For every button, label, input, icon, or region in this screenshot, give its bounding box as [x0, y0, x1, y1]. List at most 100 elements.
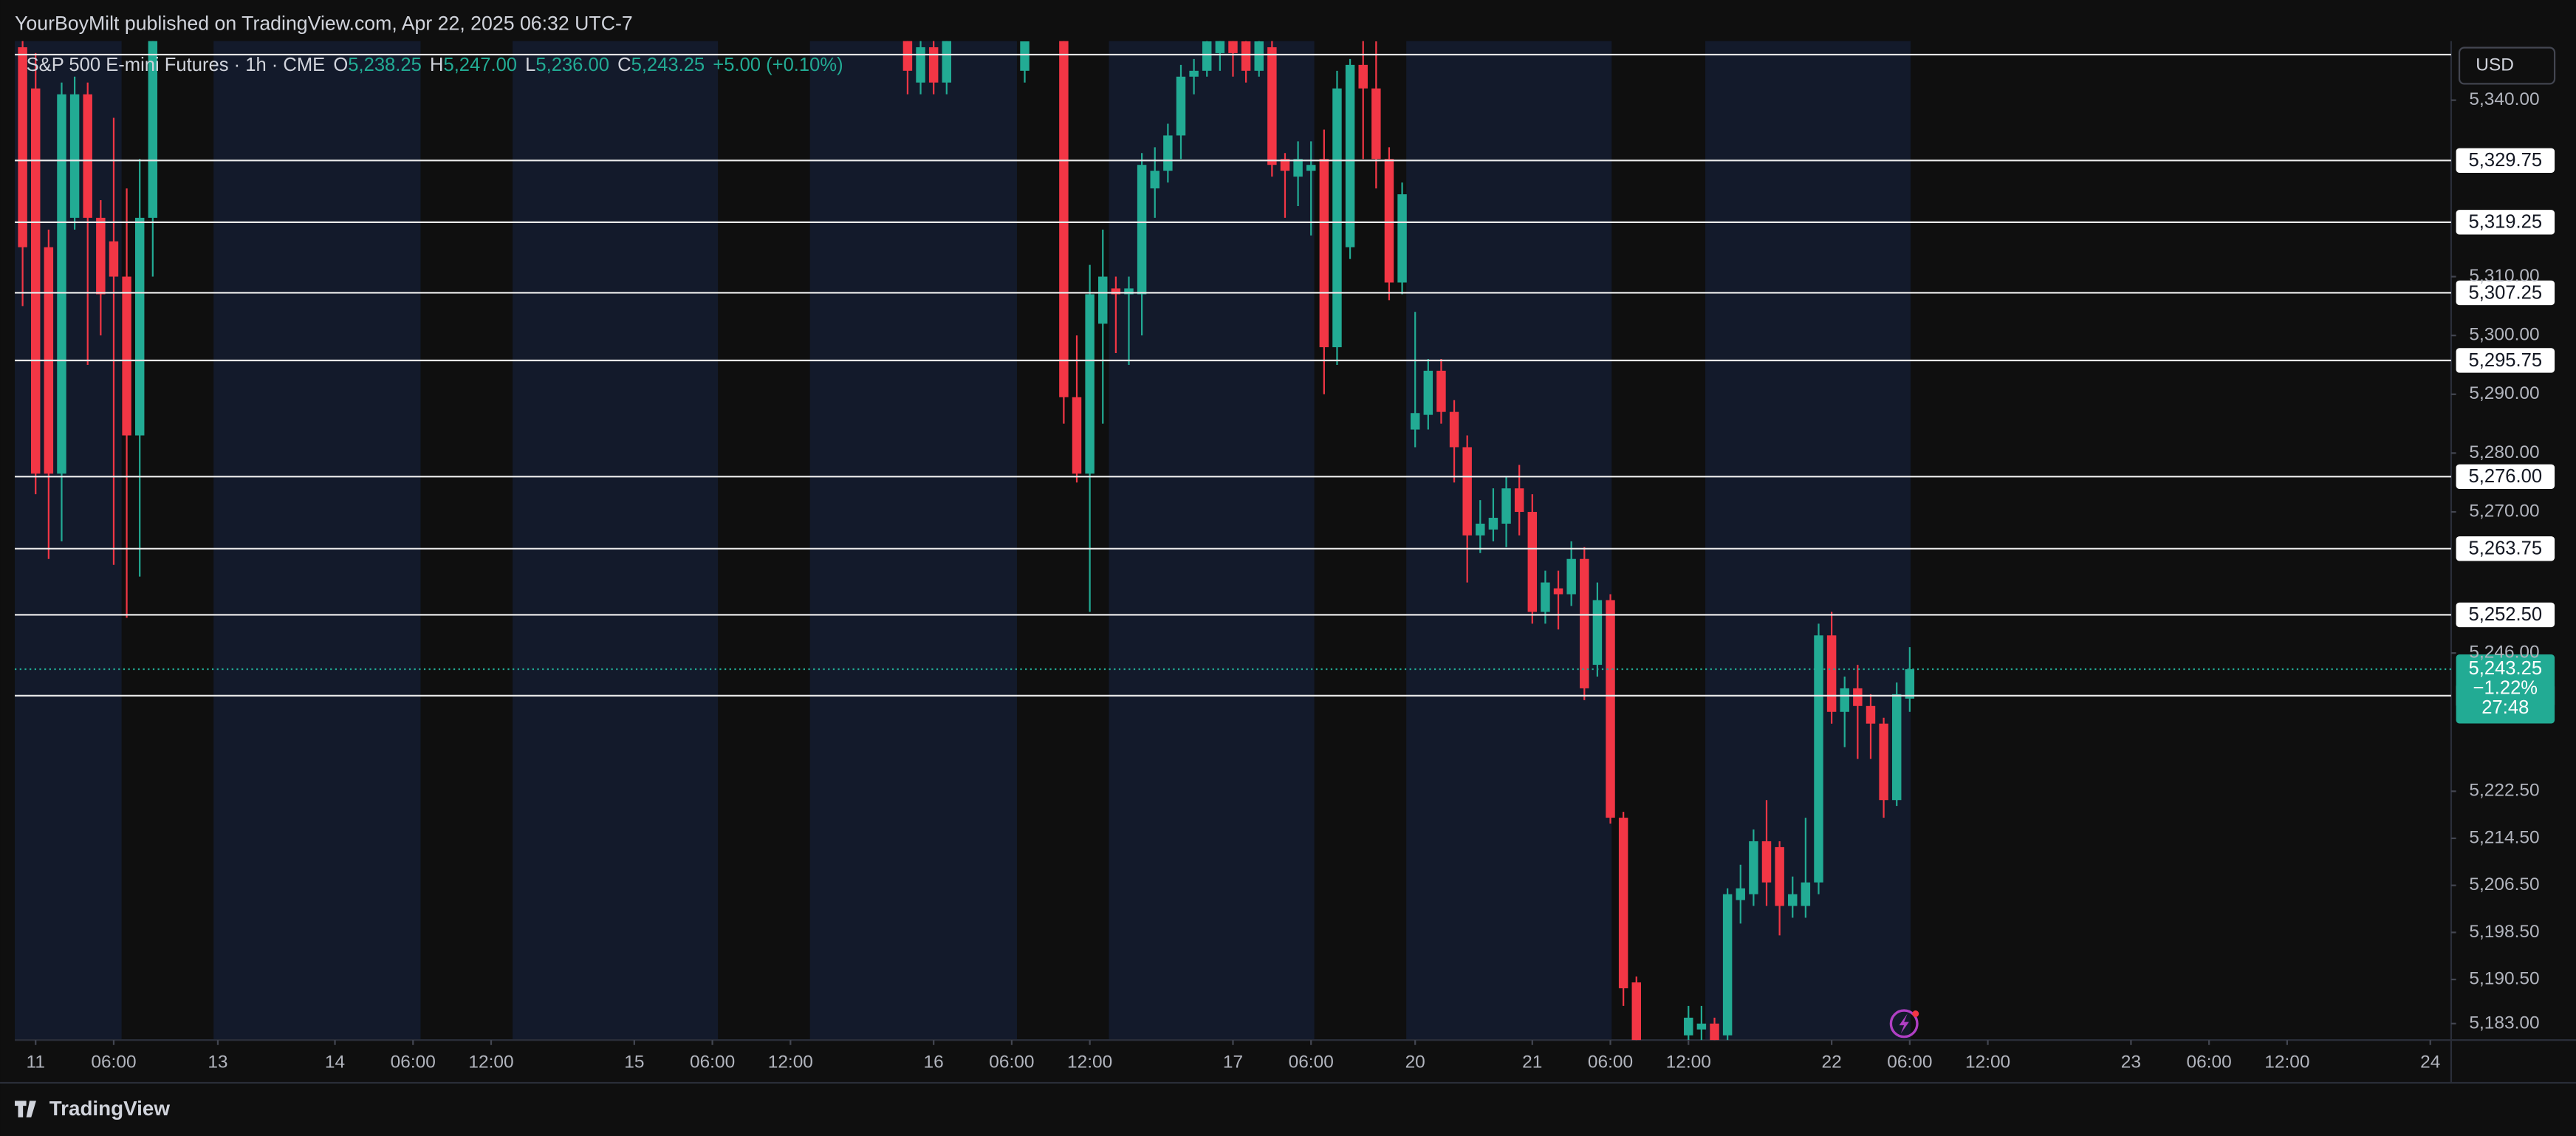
x-tick-label: 06:00: [1887, 1053, 1932, 1072]
legend-item: L: [525, 55, 535, 75]
level-label: 5,263.75: [2469, 538, 2543, 559]
candle-body: [1541, 582, 1550, 612]
candle-body: [1592, 600, 1603, 665]
legend-item: 5,236.00: [535, 55, 609, 75]
candle-body: [1449, 411, 1459, 448]
plot: [18, 41, 1915, 1041]
alert-icon: [1889, 1009, 1919, 1039]
candle-body: [1111, 288, 1121, 295]
x-tick-label: 11: [27, 1053, 45, 1072]
candle-body: [1761, 841, 1772, 883]
candle-body: [1085, 294, 1095, 474]
session-band: [213, 41, 421, 1041]
candle-body: [1137, 165, 1147, 295]
legend-item: 5,238.25: [348, 55, 422, 75]
candle-body: [1722, 894, 1733, 1036]
candle-body: [1514, 488, 1524, 513]
x-tick-label: 20: [1405, 1053, 1425, 1072]
x-tick-label: 12:00: [1666, 1053, 1711, 1072]
legend: S&P 500 E-mini Futures · 1h · CME O5,238.…: [27, 55, 843, 75]
candle-body: [109, 241, 119, 277]
last-price-box: [2456, 654, 2555, 724]
candle-body: [1891, 694, 1902, 801]
candle-body: [1775, 846, 1784, 906]
candle-body: [1462, 447, 1472, 536]
alert-bolt: [1899, 1013, 1909, 1034]
candle-body: [1788, 894, 1798, 906]
x-tick-label: 24: [2420, 1053, 2440, 1072]
currency-box: [2458, 47, 2556, 85]
candle-body: [1371, 88, 1381, 160]
level-label: 5,276.00: [2469, 466, 2543, 487]
level-label: 5,295.75: [2469, 350, 2543, 371]
candle-body: [1814, 635, 1823, 883]
candle-body: [1228, 41, 1238, 53]
candle-body: [1423, 370, 1433, 415]
level-label-box: [2456, 536, 2555, 561]
x-tick-label: 12:00: [1965, 1053, 2010, 1072]
candle-body: [1840, 688, 1849, 712]
y-tick-label: 5,214.50: [2469, 827, 2539, 847]
candle-body: [1488, 517, 1498, 530]
y-tick-label: 5,290.00: [2469, 383, 2539, 403]
y-tick-label: 5,300.00: [2469, 325, 2539, 345]
candle-body: [122, 276, 131, 436]
y-tick-label: 5,280.00: [2469, 442, 2539, 462]
candle-body: [1332, 88, 1342, 348]
x-tick-label: 16: [924, 1053, 944, 1072]
candle-body: [1853, 688, 1863, 706]
candle-body: [1293, 159, 1303, 177]
session-band: [809, 41, 1017, 1041]
x-tick-label: 12:00: [2264, 1053, 2309, 1072]
y-tick-label: 5,222.50: [2469, 781, 2539, 801]
candle-body: [18, 47, 27, 247]
logo-mark: [15, 1101, 36, 1118]
level-label-box: [2456, 348, 2555, 373]
candle-body: [1580, 558, 1589, 688]
x-tick-label: 15: [624, 1053, 644, 1072]
y-tick-label: 5,183.00: [2469, 1013, 2539, 1033]
candle-body: [1410, 413, 1420, 430]
level-label: 5,252.50: [2469, 604, 2543, 625]
candle-body: [1710, 1023, 1719, 1041]
candle-body: [1254, 41, 1264, 71]
candle-body: [1696, 1023, 1707, 1030]
x-tick-label: 12:00: [1067, 1053, 1112, 1072]
candle-body: [1736, 888, 1745, 900]
candle-body: [1319, 159, 1329, 348]
candle-body: [1501, 488, 1511, 524]
candle-body: [1866, 705, 1876, 724]
y-tick-label: 5,190.50: [2469, 969, 2539, 989]
legend-item: C: [617, 55, 631, 75]
level-label-box: [2456, 210, 2555, 235]
y-tick-label: 5,246.00: [2469, 643, 2539, 663]
overlay: 5,329.75 5,319.25 5,307.25 5,295.75 5,276.00…: [15, 53, 2555, 724]
legend-item: S&P 500 E-mini Futures · 1h · CME: [27, 55, 326, 75]
candle-body: [1189, 70, 1199, 77]
level-label-box: [2456, 464, 2555, 489]
candle-body: [1124, 288, 1134, 295]
x-tick-label: 06:00: [91, 1053, 136, 1072]
candle-body: [1684, 1017, 1693, 1036]
candle-body: [1267, 47, 1277, 165]
x-tick-label: 06:00: [1289, 1053, 1334, 1072]
x-tick-label: 13: [208, 1053, 227, 1072]
candle-body: [1163, 135, 1173, 171]
candle-body: [928, 47, 939, 83]
candle-body: [1618, 818, 1628, 989]
candle-body: [1631, 982, 1641, 1041]
candle-body: [1215, 41, 1225, 53]
candle-body: [1436, 370, 1446, 412]
candle-body: [1801, 882, 1811, 906]
candle-body: [148, 41, 158, 218]
x-tick-label: 12:00: [468, 1053, 513, 1072]
candle-body: [1059, 41, 1069, 397]
candle-body: [69, 94, 80, 218]
candle-body: [1280, 159, 1290, 171]
x-tick-label: 12:00: [768, 1053, 813, 1072]
x-tick-label: 06:00: [1588, 1053, 1633, 1072]
legend-item: 5,247.00: [443, 55, 517, 75]
candle-body: [1566, 558, 1576, 595]
legend-item: O: [333, 55, 348, 75]
